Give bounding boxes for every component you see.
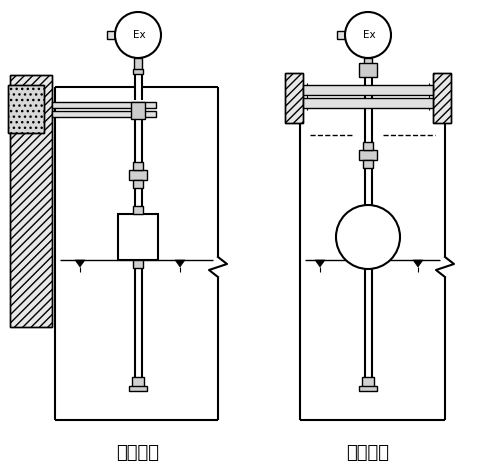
Text: Ex: Ex xyxy=(132,30,145,40)
Bar xyxy=(133,180,143,188)
Bar xyxy=(364,58,372,70)
Bar xyxy=(107,31,115,39)
Bar xyxy=(133,162,143,170)
Text: 法兰固定: 法兰固定 xyxy=(346,444,390,462)
Polygon shape xyxy=(315,260,325,267)
Bar xyxy=(52,111,156,117)
Circle shape xyxy=(345,12,391,58)
Bar xyxy=(133,260,143,268)
Bar xyxy=(133,206,143,214)
Bar xyxy=(433,73,451,123)
Polygon shape xyxy=(175,260,185,267)
Bar xyxy=(362,377,374,387)
Bar xyxy=(363,142,373,150)
Text: Ex: Ex xyxy=(362,30,376,40)
Bar xyxy=(363,69,373,74)
Bar xyxy=(10,75,52,327)
Bar xyxy=(131,102,145,119)
Bar xyxy=(134,58,142,70)
Polygon shape xyxy=(75,260,85,267)
Bar xyxy=(303,85,433,95)
Circle shape xyxy=(336,205,400,269)
Bar xyxy=(129,386,147,391)
Bar xyxy=(285,73,303,123)
Bar xyxy=(133,69,143,74)
Bar xyxy=(303,98,433,108)
Circle shape xyxy=(115,12,161,58)
Bar xyxy=(8,85,44,133)
Bar xyxy=(337,31,345,39)
Bar xyxy=(363,160,373,168)
Text: 架装固定: 架装固定 xyxy=(116,444,160,462)
Bar xyxy=(52,102,156,108)
Bar xyxy=(129,170,147,180)
Polygon shape xyxy=(413,260,423,267)
Bar xyxy=(359,150,377,160)
Bar xyxy=(8,85,44,133)
Bar xyxy=(132,377,144,387)
Bar xyxy=(359,63,377,77)
Bar xyxy=(359,386,377,391)
Bar xyxy=(10,75,52,327)
Bar xyxy=(118,214,158,260)
Bar xyxy=(433,73,451,123)
Bar xyxy=(285,73,303,123)
